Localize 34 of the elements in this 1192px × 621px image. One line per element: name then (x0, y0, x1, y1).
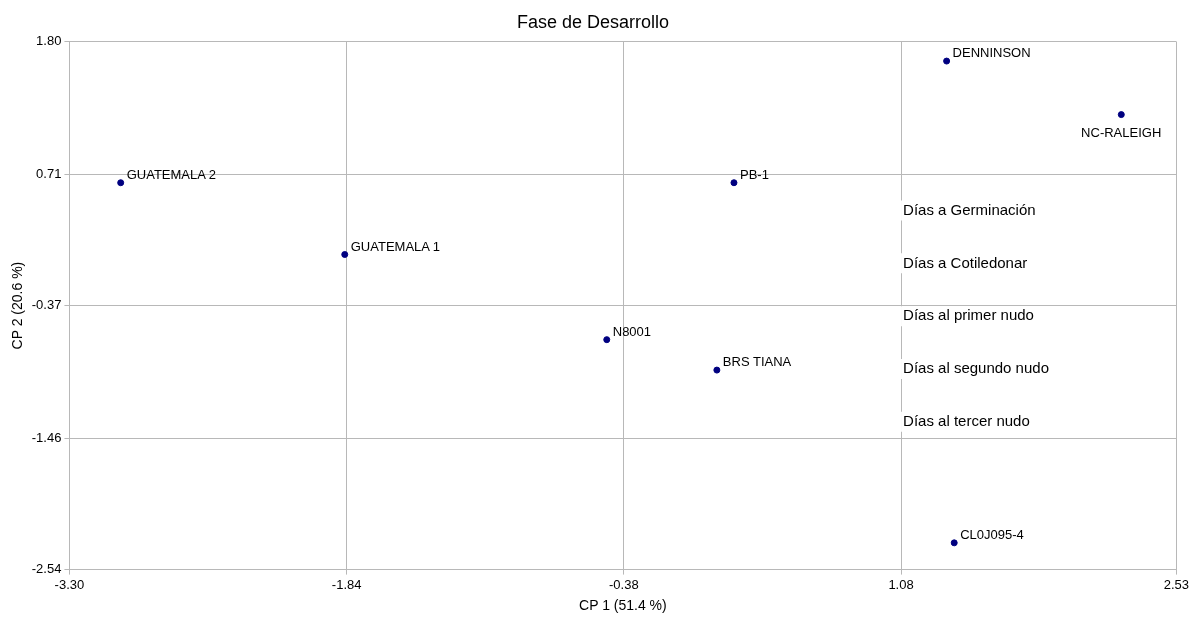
series-label: N8001 (612, 323, 652, 339)
series-label: GUATEMALA 1 (350, 238, 441, 254)
annotation: Días a Germinación (903, 200, 1036, 218)
series-label: BRS TIANA (722, 354, 792, 370)
y-tick-label: -2.54 (31, 561, 62, 577)
y-tick-label: -1.46 (31, 429, 62, 445)
point (1117, 111, 1125, 119)
point (341, 251, 349, 258)
series-label: GUATEMALA 2 (126, 166, 217, 182)
series-label: CL0J095-4 (960, 526, 1024, 542)
annotation: Días al primer nudo (903, 306, 1034, 324)
x-tick-label: -1.84 (331, 576, 362, 592)
y-tick-label: -0.37 (31, 297, 62, 313)
series-label: DENNINSON (952, 45, 1031, 61)
point (730, 179, 738, 187)
annotation: Días a Cotiledonar (903, 253, 1028, 271)
chart-title: Fase de Desarrollo (516, 11, 670, 32)
x-tick-label: 1.08 (888, 576, 914, 592)
point (713, 366, 721, 374)
annotation: Días al segundo nudo (903, 359, 1049, 377)
x-axis-title: CP 1 (51.4 %) (579, 597, 667, 614)
x-tick-label: -0.38 (609, 576, 639, 592)
series-label: NC-RALEIGH (1081, 124, 1162, 140)
y-tick-label: 0.71 (36, 165, 62, 181)
series-label: PB-1 (739, 166, 769, 182)
point (950, 539, 958, 547)
point (603, 336, 611, 344)
x-tick-label: 2.53 (1163, 576, 1190, 592)
point (117, 179, 125, 187)
y-tick-label: 1.80 (36, 33, 62, 49)
y-axis-title: CP 2 (20.6 %) (9, 261, 26, 350)
x-tick-label: -3.30 (54, 576, 85, 592)
annotation: Días al tercer nudo (903, 411, 1030, 429)
point (943, 57, 951, 65)
